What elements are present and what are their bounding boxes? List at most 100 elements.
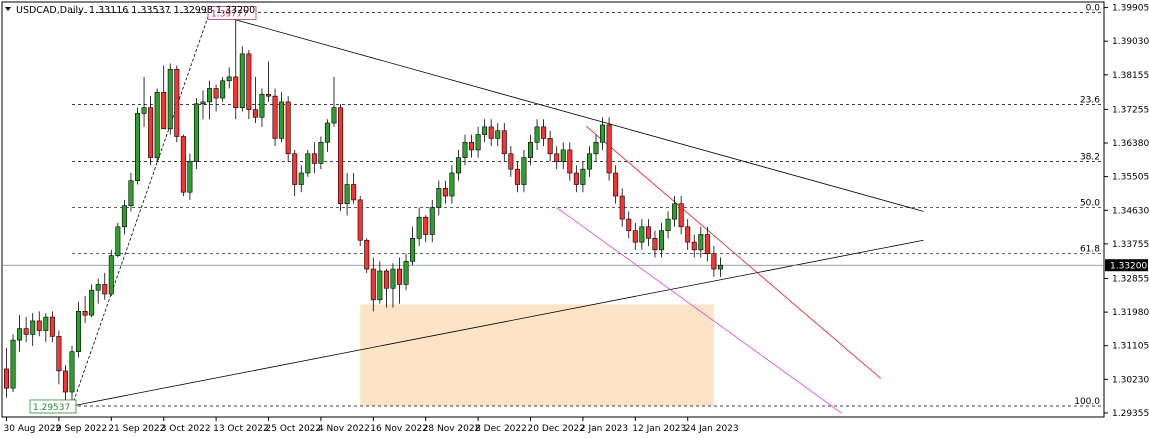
y-tick-label: 1.34630 [1112, 206, 1149, 216]
trendline-upper-descending [209, 12, 924, 212]
candle-body [403, 261, 409, 285]
fib-level-label: 61.8 [1080, 245, 1100, 255]
candle [30, 313, 36, 346]
candle-body [501, 130, 507, 155]
candle-body [527, 141, 533, 158]
candle [292, 149, 298, 197]
candle [619, 188, 625, 227]
candle-body [305, 153, 311, 174]
candle-body [442, 188, 448, 197]
candle [82, 295, 88, 323]
candles [4, 12, 723, 406]
candle [259, 88, 265, 127]
candle [600, 117, 606, 150]
candle [383, 269, 389, 308]
candle [207, 80, 213, 120]
candle-body [632, 230, 638, 243]
demand-zone-layer [360, 304, 714, 406]
candle-body [272, 95, 278, 139]
demand-zone [360, 304, 714, 406]
candle [246, 50, 252, 120]
candle-body [128, 180, 134, 206]
candle-body [344, 184, 350, 205]
x-tick-label: 16 Nov 2022 [370, 424, 428, 434]
x-tick-label: 25 Oct 2022 [266, 424, 322, 434]
candle-body [665, 218, 671, 231]
candle [560, 142, 566, 170]
candle-body [639, 226, 645, 243]
candle [364, 238, 370, 273]
candle [658, 222, 664, 258]
candle-body [220, 80, 226, 99]
candle-body [698, 234, 704, 251]
fib-level-label: 50.0 [1080, 199, 1100, 209]
candle [685, 219, 691, 250]
candle [36, 311, 42, 337]
candle [488, 119, 494, 147]
candle [645, 219, 651, 247]
candle [717, 257, 723, 277]
x-tick-label: 20 Dec 2022 [528, 424, 586, 434]
candle [691, 234, 697, 258]
candle [154, 88, 160, 162]
candle [678, 196, 684, 235]
candle-body [121, 205, 127, 228]
candle-body [56, 336, 62, 372]
candle-body [298, 172, 304, 185]
candle-body [475, 134, 481, 151]
y-tick-label: 1.30230 [1112, 375, 1149, 385]
candle-body [514, 168, 520, 185]
chart-symbol: USDCAD,Daily [16, 5, 84, 16]
y-tick-label: 1.36380 [1112, 139, 1149, 149]
candle [43, 313, 49, 343]
candle-body [311, 153, 317, 164]
candle [580, 161, 586, 193]
candle [554, 146, 560, 170]
y-tick-label: 1.33755 [1112, 240, 1149, 250]
candle-body [495, 130, 501, 139]
candle-body [108, 255, 114, 295]
candle-body [410, 238, 416, 262]
candle-body [377, 270, 383, 301]
trendline-red-resistance [585, 125, 882, 379]
candle [128, 172, 134, 212]
candle-body [102, 284, 108, 295]
candle-body [82, 311, 88, 316]
candle [475, 126, 481, 158]
x-tick-label: 21 Sep 2022 [108, 424, 165, 434]
candle [338, 103, 344, 212]
y-tick-label: 1.37255 [1112, 105, 1149, 115]
swing-low-label: 1.29537 [33, 403, 70, 413]
candle [187, 153, 193, 200]
candle-body [652, 238, 658, 251]
candle-body [383, 270, 389, 289]
candle [135, 107, 141, 185]
candle-body [711, 253, 717, 270]
candle [121, 199, 127, 235]
candle [639, 219, 645, 250]
candle-body [423, 216, 429, 235]
candle-body [148, 107, 154, 158]
candle [436, 180, 442, 216]
candle [10, 334, 16, 393]
candle [17, 315, 23, 352]
candle-body [619, 195, 625, 220]
candle-body [115, 226, 121, 256]
candle-body [691, 241, 697, 251]
candle-body [436, 188, 442, 208]
candle [69, 345, 75, 406]
candle [442, 180, 448, 204]
current-price-tag [1105, 259, 1148, 272]
chart-ohlc: 1.33116 1.33537 1.32998 1.33200 [89, 5, 255, 16]
trendline-dashed-swing [71, 12, 210, 407]
candle [76, 301, 82, 358]
candle-body [508, 153, 514, 170]
candle-body [95, 284, 101, 291]
fib-level-label: 100.0 [1074, 397, 1100, 407]
candle [711, 246, 717, 277]
y-tick-label: 1.39905 [1112, 4, 1149, 14]
header-triangle-icon [5, 7, 11, 11]
candle [23, 317, 29, 343]
candle [279, 92, 285, 143]
candle [102, 272, 108, 300]
